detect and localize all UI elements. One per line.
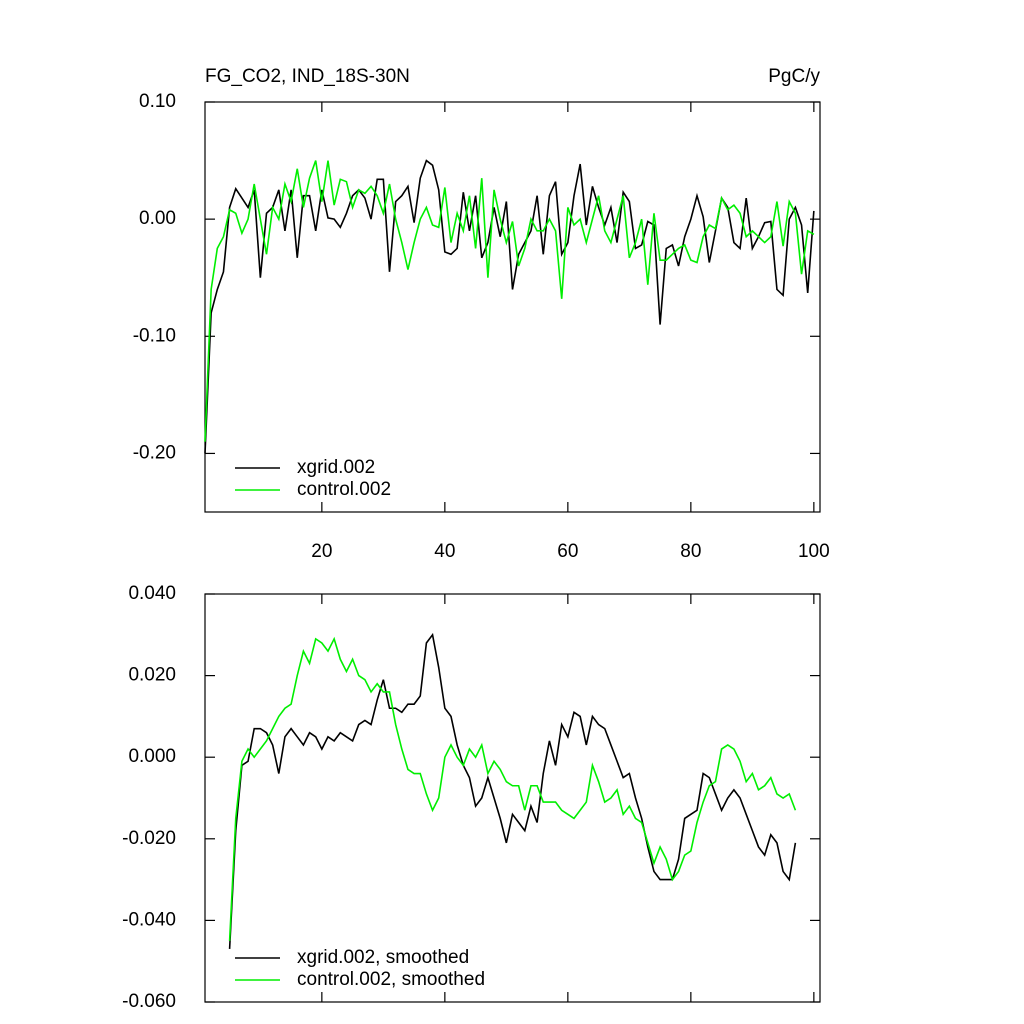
data-line bbox=[204, 160, 815, 442]
y-tick-label: 0.020 bbox=[128, 665, 176, 686]
y-tick-label: 0.10 bbox=[139, 91, 176, 112]
data-line bbox=[204, 159, 815, 454]
legend-label: control.002, smoothed bbox=[297, 969, 485, 990]
data-line bbox=[228, 636, 797, 941]
x-tick-label: 60 bbox=[557, 541, 578, 562]
y-tick-label: -0.060 bbox=[122, 991, 176, 1012]
y-tick-label: -0.040 bbox=[122, 909, 176, 930]
legend-label: control.002 bbox=[297, 479, 391, 500]
x-tick-label: 40 bbox=[434, 541, 455, 562]
x-tick-label: 20 bbox=[311, 541, 332, 562]
units-label: PgC/y bbox=[768, 66, 820, 87]
x-tick-label: 80 bbox=[680, 541, 701, 562]
y-tick-label: 0.000 bbox=[128, 746, 176, 767]
y-tick-label: -0.10 bbox=[133, 325, 176, 346]
legend-label: xgrid.002, smoothed bbox=[297, 947, 469, 968]
plot-frame bbox=[204, 593, 821, 1003]
x-tick-label: 100 bbox=[798, 541, 830, 562]
y-tick-label: 0.040 bbox=[128, 583, 176, 604]
y-tick-label: 0.00 bbox=[139, 208, 176, 229]
plot-frame bbox=[204, 101, 821, 513]
data-line bbox=[228, 632, 797, 950]
chart-title: FG_CO2, IND_18S-30N bbox=[205, 66, 410, 87]
legend-label: xgrid.002 bbox=[297, 457, 375, 478]
y-tick-label: -0.020 bbox=[122, 828, 176, 849]
y-tick-label: -0.20 bbox=[133, 442, 176, 463]
